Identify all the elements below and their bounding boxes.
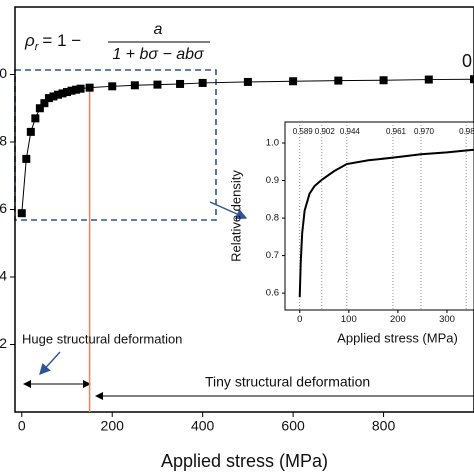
data-point (424, 75, 433, 84)
marker-label: 0.961 (386, 127, 407, 136)
marker-label: 0.944 (340, 127, 361, 136)
y-tick-label: 1.0 (0, 65, 7, 81)
data-point (108, 82, 117, 91)
annotation: 0 (462, 51, 472, 71)
data-point (243, 77, 252, 86)
formula-part: r (35, 41, 40, 53)
data-point (49, 92, 58, 101)
data-point (334, 76, 343, 85)
y-tick-label: 0.8 (266, 213, 279, 224)
data-point (53, 90, 62, 99)
data-point (17, 209, 26, 218)
data-point (44, 94, 53, 103)
inset-chart: 0 100 200 300 0.6 0.7 0.8 0.9 1.0 Applied stress … (228, 121, 474, 345)
plot-frame (284, 121, 474, 311)
pointer-arrow (39, 351, 61, 376)
annotation: Tiny structural deformation (205, 374, 370, 390)
data-point (153, 80, 162, 89)
marker-label: 0.970 (414, 127, 435, 136)
x-axis-label: Applied stress (MPa) (337, 330, 458, 345)
zoom-arrow (209, 201, 248, 220)
y-tick-label: 0.6 (266, 288, 279, 299)
y-tick-label: 1.0 (266, 138, 279, 149)
series-line (298, 148, 474, 298)
x-tick-label: 0 (297, 314, 302, 325)
data-point (72, 85, 81, 94)
data-point (35, 104, 44, 113)
data-point (379, 76, 388, 85)
y-axis-label: Relative density (228, 170, 243, 262)
inset-bg (285, 122, 474, 310)
x-tick-label: 600 (281, 418, 305, 434)
formula-part: = 1 − (42, 31, 81, 50)
annotation: Huge structural deformation (22, 331, 182, 346)
data-point (130, 81, 139, 90)
x-tick-label: 0 (18, 418, 26, 434)
formula-lhs: ρr = 1 − (24, 31, 81, 52)
data-point (40, 99, 49, 108)
data-point (58, 89, 67, 98)
formula-denominator: 1 + bσ − abσ (112, 46, 205, 63)
data-point (31, 114, 40, 123)
marker-label: 0.902 (315, 127, 336, 136)
x-tick-label: 200 (390, 314, 406, 325)
data-point (289, 77, 298, 86)
x-tick-label: 100 (341, 314, 357, 325)
zoom-box (14, 69, 217, 221)
data-point (63, 88, 72, 97)
x-tick-label: 200 (101, 418, 125, 434)
y-tick-label: 0.6 (0, 200, 7, 216)
main-chart: 0 200 400 600 800 0.2 0.4 0.6 0.8 1.0 Applied stre… (0, 6, 474, 471)
data-point (26, 127, 35, 136)
data-point (76, 84, 85, 93)
y-tick-label: 0.2 (0, 335, 7, 351)
data-point (85, 83, 94, 92)
y-tick-label: 0.4 (0, 268, 7, 284)
data-point (22, 154, 31, 163)
data-point (67, 86, 76, 95)
x-tick-label: 300 (439, 314, 455, 325)
y-tick-label: 0.9 (266, 175, 279, 186)
marker-label: 0.589 (293, 127, 314, 136)
x-tick-label: 800 (372, 418, 396, 434)
y-tick-label: 0.7 (266, 250, 279, 261)
formula-part: ρ (24, 31, 35, 50)
y-tick-label: 0.8 (0, 133, 7, 149)
formula-numerator: a (154, 21, 163, 38)
data-point (470, 75, 474, 84)
marker-label: 0.980 (459, 127, 474, 136)
data-point (198, 78, 207, 87)
x-axis-label: Applied stress (MPa) (161, 451, 328, 471)
data-point (176, 79, 185, 88)
x-tick-label: 400 (191, 418, 215, 434)
